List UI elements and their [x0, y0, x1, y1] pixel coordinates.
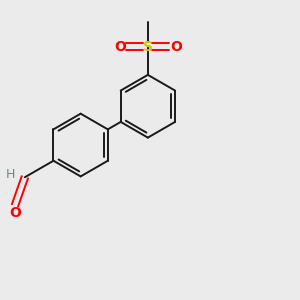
Text: O: O	[114, 40, 126, 54]
Text: H: H	[5, 168, 15, 181]
Text: S: S	[143, 40, 153, 54]
Text: O: O	[9, 206, 21, 220]
Text: O: O	[170, 40, 182, 54]
